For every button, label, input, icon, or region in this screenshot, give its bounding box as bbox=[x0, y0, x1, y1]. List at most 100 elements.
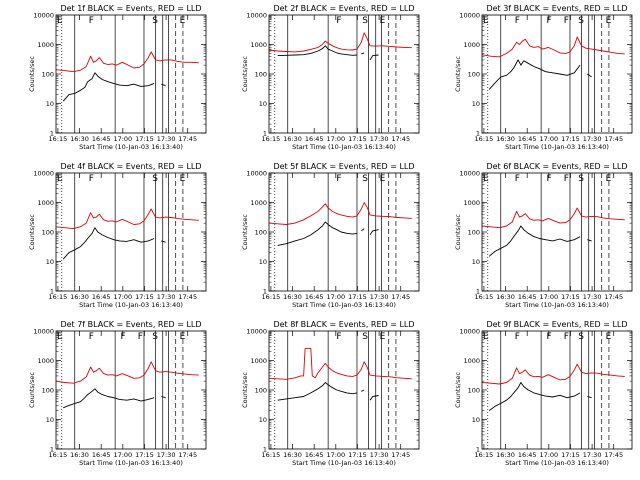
x-tick-label: 16:30 bbox=[283, 451, 302, 459]
marker-label: F bbox=[515, 16, 520, 26]
x-tick-label: 17:30 bbox=[370, 135, 389, 143]
y-axis-label: Counts/sec bbox=[28, 56, 36, 92]
x-axis-label: Start Time (10-Jan-03 16:13:40) bbox=[505, 143, 609, 151]
plot-frame bbox=[55, 14, 207, 134]
marker-label: F bbox=[546, 174, 551, 184]
y-tick-label: 1 bbox=[50, 129, 54, 137]
black-series-line bbox=[161, 240, 166, 243]
marker-label: E bbox=[606, 16, 612, 26]
x-axis-label: Start Time (10-Jan-03 16:13:40) bbox=[505, 459, 609, 467]
chart-title: Det 4f BLACK = Events, RED = LLD bbox=[60, 162, 201, 171]
plot-frame bbox=[268, 172, 420, 292]
y-tick-label: 10000 bbox=[246, 169, 267, 177]
y-tick-label: 1000 bbox=[463, 199, 480, 207]
y-tick-label: 1 bbox=[476, 445, 480, 453]
marker-label: F bbox=[89, 16, 94, 26]
x-tick-label: 17:45 bbox=[391, 135, 410, 143]
black-series-line bbox=[587, 396, 592, 399]
chart-title: Det 9f BLACK = Events, RED = LLD bbox=[486, 320, 627, 329]
plot-frame bbox=[55, 172, 207, 292]
chart-panel-9: Det 9f BLACK = Events, RED = LLD Counts/s… bbox=[454, 320, 633, 467]
x-tick-label: 17:00 bbox=[113, 135, 132, 143]
x-tick-label: 16:15 bbox=[49, 293, 68, 301]
marker-label: E bbox=[180, 16, 186, 26]
black-series-line bbox=[587, 73, 592, 78]
chart-title: Det 7f BLACK = Events, RED = LLD bbox=[60, 320, 201, 329]
y-tick-label: 10000 bbox=[459, 327, 480, 335]
x-tick-label: 17:30 bbox=[157, 451, 176, 459]
chart-panel-6: Det 6f BLACK = Events, RED = LLD Counts/s… bbox=[454, 162, 633, 309]
y-tick-label: 1000 bbox=[463, 357, 480, 365]
marker-label: S bbox=[578, 174, 584, 184]
y-tick-label: 100 bbox=[468, 386, 480, 394]
y-tick-label: 1000 bbox=[250, 41, 267, 49]
x-tick-label: 17:00 bbox=[113, 451, 132, 459]
x-tick-label: 16:45 bbox=[518, 135, 537, 143]
y-axis-label: Counts/sec bbox=[454, 372, 462, 408]
x-tick-label: 16:15 bbox=[475, 135, 494, 143]
y-tick-label: 100 bbox=[468, 70, 480, 78]
x-tick-label: 16:45 bbox=[305, 135, 324, 143]
x-tick-label: 16:15 bbox=[475, 451, 494, 459]
y-tick-label: 1 bbox=[263, 287, 267, 295]
y-tick-label: 10 bbox=[259, 258, 267, 266]
black-series-line bbox=[161, 396, 166, 399]
black-series-line bbox=[369, 54, 379, 61]
y-tick-label: 10000 bbox=[246, 11, 267, 19]
x-tick-label: 17:00 bbox=[326, 451, 345, 459]
red-series-line bbox=[55, 208, 199, 230]
y-tick-label: 100 bbox=[255, 228, 267, 236]
x-tick-label: 17:15 bbox=[348, 293, 367, 301]
y-tick-label: 100 bbox=[42, 228, 54, 236]
marker-label: E bbox=[483, 16, 489, 26]
marker-label: S bbox=[152, 16, 158, 26]
x-axis-label: Start Time (10-Jan-03 16:13:40) bbox=[79, 143, 183, 151]
y-tick-label: 10 bbox=[472, 100, 480, 108]
marker-label: E bbox=[606, 332, 612, 342]
y-tick-label: 100 bbox=[42, 386, 54, 394]
x-tick-label: 17:45 bbox=[178, 293, 197, 301]
black-series-line bbox=[488, 382, 581, 411]
x-tick-label: 16:30 bbox=[70, 451, 89, 459]
y-axis-label: Counts/sec bbox=[241, 372, 249, 408]
y-tick-label: 100 bbox=[255, 70, 267, 78]
chart-panel-8: Det 8f BLACK = Events, RED = LLD Counts/s… bbox=[241, 320, 420, 467]
x-tick-label: 17:30 bbox=[370, 451, 389, 459]
y-axis-label: Counts/sec bbox=[241, 214, 249, 250]
y-axis-label: Counts/sec bbox=[28, 372, 36, 408]
marker-label: E bbox=[57, 16, 63, 26]
x-tick-label: 16:30 bbox=[496, 451, 515, 459]
x-tick-label: 16:30 bbox=[70, 293, 89, 301]
y-tick-label: 10 bbox=[259, 416, 267, 424]
black-series-line bbox=[62, 227, 155, 260]
chart-title: Det 2f BLACK = Events, RED = LLD bbox=[273, 4, 414, 13]
y-tick-label: 10 bbox=[46, 416, 54, 424]
y-tick-label: 1000 bbox=[250, 199, 267, 207]
plot-frame bbox=[268, 330, 420, 450]
marker-label: F bbox=[515, 332, 520, 342]
chart-panel-7: Det 7f BLACK = Events, RED = LLD Counts/s… bbox=[28, 320, 207, 467]
marker-label: S bbox=[578, 16, 584, 26]
x-axis-label: Start Time (10-Jan-03 16:13:40) bbox=[505, 301, 609, 309]
marker-label: E bbox=[380, 332, 386, 342]
y-tick-label: 1000 bbox=[37, 199, 54, 207]
chart-title: Det 3f BLACK = Events, RED = LLD bbox=[486, 4, 627, 13]
x-tick-label: 17:45 bbox=[604, 293, 623, 301]
x-tick-label: 16:30 bbox=[283, 135, 302, 143]
y-tick-label: 100 bbox=[42, 70, 54, 78]
red-series-line bbox=[481, 36, 625, 58]
marker-label: S bbox=[362, 16, 368, 26]
marker-label: S bbox=[152, 332, 158, 342]
marker-label: E bbox=[57, 332, 63, 342]
marker-label: E bbox=[57, 174, 63, 184]
y-tick-label: 1 bbox=[476, 129, 480, 137]
x-tick-label: 17:00 bbox=[539, 135, 558, 143]
marker-label: E bbox=[380, 16, 386, 26]
x-tick-label: 17:00 bbox=[326, 135, 345, 143]
black-series-line bbox=[361, 389, 365, 392]
chart-panel-2: Det 2f BLACK = Events, RED = LLD Counts/s… bbox=[241, 4, 420, 151]
y-tick-label: 1000 bbox=[37, 41, 54, 49]
plot-frame bbox=[55, 330, 207, 450]
x-tick-label: 17:45 bbox=[391, 293, 410, 301]
